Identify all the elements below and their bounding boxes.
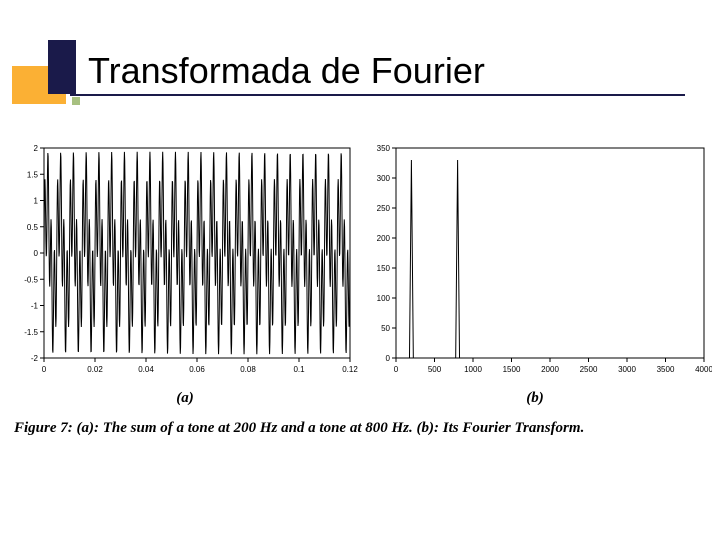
chart-a: 0 0.02 0.04 0.06 0.08 0.1 0.12 -2 -1.5 -1 -0.5 0 0.5… [10, 140, 358, 385]
svg-text:4000: 4000 [695, 365, 712, 374]
chart-b-svg: 0 500 1000 1500 2000 2500 3000 3500 4000 0 50 100 15… [364, 140, 712, 380]
svg-text:0.06: 0.06 [189, 365, 205, 374]
title-underline [70, 94, 685, 96]
svg-text:3500: 3500 [657, 365, 675, 374]
svg-text:200: 200 [377, 234, 391, 243]
figure-caption: Figure 7: (a): The sum of a tone at 200 … [14, 418, 706, 438]
svg-text:3000: 3000 [618, 365, 636, 374]
page-title: Transformada de Fourier [88, 50, 688, 92]
deco-rect-navy [48, 40, 76, 94]
svg-text:0.12: 0.12 [342, 365, 358, 374]
svg-text:1500: 1500 [503, 365, 521, 374]
svg-text:100: 100 [377, 294, 391, 303]
svg-text:2500: 2500 [580, 365, 598, 374]
svg-text:-1: -1 [31, 302, 39, 311]
svg-text:-2: -2 [31, 354, 39, 363]
svg-text:500: 500 [428, 365, 442, 374]
slide: Transformada de Fourier 0 0.02 0.04 0.06 0.0… [0, 0, 720, 540]
svg-text:0.08: 0.08 [240, 365, 256, 374]
svg-text:0: 0 [386, 354, 391, 363]
svg-text:1: 1 [34, 197, 39, 206]
svg-text:-0.5: -0.5 [24, 275, 38, 284]
svg-text:350: 350 [377, 144, 391, 153]
svg-text:150: 150 [377, 264, 391, 273]
chart-b: 0 500 1000 1500 2000 2500 3000 3500 4000 0 50 100 15… [364, 140, 712, 385]
svg-text:0.5: 0.5 [27, 223, 39, 232]
svg-text:2000: 2000 [541, 365, 559, 374]
svg-text:0.02: 0.02 [87, 365, 103, 374]
svg-text:0.04: 0.04 [138, 365, 154, 374]
svg-text:1000: 1000 [464, 365, 482, 374]
chart-a-svg: 0 0.02 0.04 0.06 0.08 0.1 0.12 -2 -1.5 -1 -0.5 0 0.5… [10, 140, 358, 380]
svg-text:1.5: 1.5 [27, 170, 39, 179]
charts-row: 0 0.02 0.04 0.06 0.08 0.1 0.12 -2 -1.5 -1 -0.5 0 0.5… [10, 140, 710, 385]
svg-text:50: 50 [381, 324, 390, 333]
sub-label-a: (a) [10, 390, 360, 407]
svg-text:0: 0 [394, 365, 399, 374]
svg-text:2: 2 [34, 144, 39, 153]
title-area: Transformada de Fourier [88, 50, 688, 96]
svg-text:-1.5: -1.5 [24, 328, 38, 337]
svg-text:300: 300 [377, 174, 391, 183]
svg-text:0: 0 [42, 365, 47, 374]
svg-text:0.1: 0.1 [293, 365, 305, 374]
sub-labels: (a) (b) [10, 390, 710, 407]
svg-text:250: 250 [377, 204, 391, 213]
deco-bullet [72, 97, 80, 105]
svg-text:0: 0 [34, 249, 39, 258]
sub-label-b: (b) [360, 390, 710, 407]
